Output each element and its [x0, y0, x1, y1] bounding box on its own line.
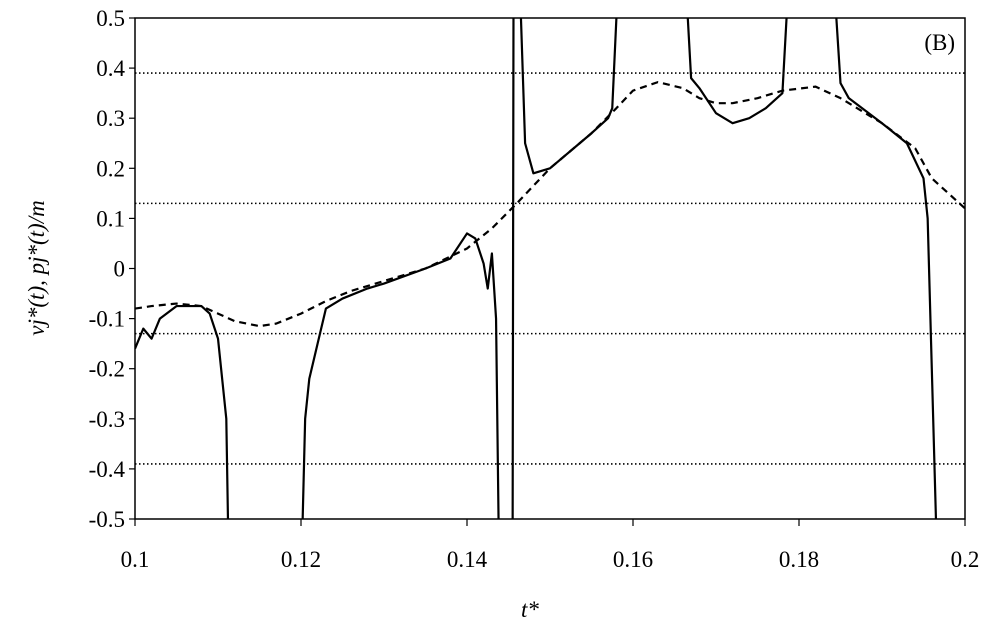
y-tick-label: 0.2 [96, 156, 125, 181]
plot-frame [134, 17, 966, 520]
x-tick-label: 0.18 [779, 547, 819, 572]
series-line [135, 18, 938, 519]
y-tick-label: -0.5 [89, 507, 125, 532]
y-tick-label: 0.1 [96, 206, 125, 231]
grid-layer [135, 72, 965, 465]
y-tick-label: -0.2 [89, 357, 125, 382]
y-axis-label: vj*(t), pj*(t)/m [24, 200, 49, 335]
y-tick-label: 0.5 [96, 6, 125, 31]
y-tick-label: -0.3 [89, 407, 125, 432]
x-tick-label: 0.1 [121, 547, 150, 572]
y-tick-label: 0 [114, 257, 126, 282]
series-line [135, 81, 965, 328]
x-tick-label: 0.14 [447, 547, 488, 572]
y-tick-label: 0.4 [96, 56, 125, 81]
y-tick-label: -0.4 [89, 457, 126, 482]
x-tick-label: 0.12 [281, 547, 321, 572]
plot-layer [135, 18, 965, 519]
panel-label: (B) [924, 30, 955, 55]
x-tick-label: 0.16 [613, 547, 653, 572]
x-axis-label: t* [521, 597, 539, 622]
x-tick-label: 0.2 [951, 547, 980, 572]
y-tick-label: 0.3 [96, 106, 125, 131]
y-tick-label: -0.1 [89, 307, 125, 332]
axes-layer: 0.5 0.4 0.3 0.2 0.1 0 -0.1 -0.2 -0.3 -0.4 -0.5 0.1 0… [89, 6, 980, 572]
